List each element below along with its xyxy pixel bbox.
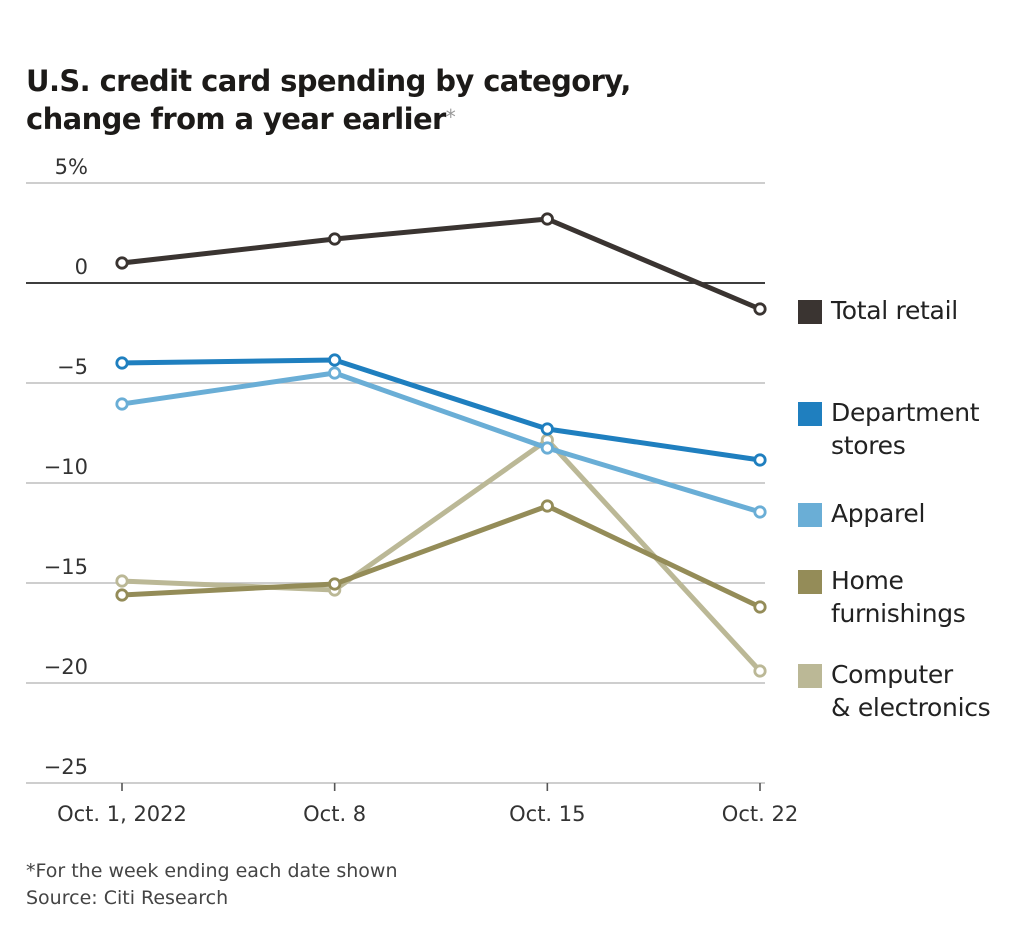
y-tick-label: −15 xyxy=(44,555,88,579)
legend-swatch xyxy=(798,570,822,594)
data-point-computer-electronics xyxy=(115,574,129,588)
legend-swatch xyxy=(798,664,822,688)
data-point-department-stores xyxy=(753,453,767,467)
legend-swatch xyxy=(798,300,822,324)
x-tick-label: Oct. 15 xyxy=(509,802,585,826)
series-lines xyxy=(115,212,767,678)
legend-label: Home furnishings xyxy=(831,566,966,628)
series-total-retail xyxy=(115,212,767,316)
gridlines xyxy=(26,182,765,784)
legend-swatch xyxy=(798,402,822,426)
series-home-furnishings xyxy=(115,499,767,614)
series-computer-electronics xyxy=(115,433,767,678)
data-point-department-stores xyxy=(540,422,554,436)
data-point-apparel xyxy=(115,397,129,411)
data-point-total-retail xyxy=(328,232,342,246)
legend-label: Apparel xyxy=(831,499,926,528)
data-point-department-stores xyxy=(328,353,342,367)
y-tick-label: −25 xyxy=(44,755,88,779)
chart-title-line-2-text: change from a year earlier xyxy=(26,102,446,136)
data-point-department-stores xyxy=(115,356,129,370)
x-tick-label: Oct. 8 xyxy=(303,802,366,826)
data-point-home-furnishings xyxy=(540,499,554,513)
data-point-home-furnishings xyxy=(753,600,767,614)
series-apparel xyxy=(115,366,767,519)
chart-title-line-1: U.S. credit card spending by category, xyxy=(26,64,631,98)
footnote: *For the week ending each date shown Sou… xyxy=(26,858,398,912)
y-axis-tick-labels: 5% 0 −5 −10 −15 −20 −25 xyxy=(44,155,88,779)
title-asterisk: * xyxy=(445,105,456,129)
chart-title-line-2: change from a year earlier* xyxy=(26,100,786,138)
data-point-apparel xyxy=(328,366,342,380)
series-line-computer-electronics xyxy=(119,437,763,674)
data-point-home-furnishings xyxy=(328,577,342,591)
x-tick-label: Oct. 1, 2022 xyxy=(57,802,187,826)
y-tick-label: 0 xyxy=(75,255,88,279)
y-tick-label: 5% xyxy=(55,155,88,179)
legend-swatch xyxy=(798,503,822,527)
legend-label: Total retail xyxy=(831,296,958,325)
chart-title: U.S. credit card spending by category, c… xyxy=(26,62,786,138)
data-point-total-retail xyxy=(115,256,129,270)
y-tick-label: −5 xyxy=(57,355,88,379)
data-point-apparel xyxy=(540,441,554,455)
data-point-total-retail xyxy=(540,212,554,226)
x-tick-label: Oct. 22 xyxy=(722,802,798,826)
legend-label: Computer & electronics xyxy=(831,660,991,722)
data-point-home-furnishings xyxy=(115,588,129,602)
series-line-apparel xyxy=(119,370,763,515)
data-point-total-retail xyxy=(753,302,767,316)
series-line-total-retail xyxy=(119,216,763,312)
x-axis: Oct. 1, 2022 Oct. 8 Oct. 15 Oct. 22 xyxy=(57,783,798,826)
y-tick-label: −10 xyxy=(44,455,88,479)
data-point-computer-electronics xyxy=(753,664,767,678)
legend-label: Department stores xyxy=(831,398,980,460)
series-line-department-stores xyxy=(119,357,763,463)
y-tick-label: −20 xyxy=(44,655,88,679)
series-line-home-furnishings xyxy=(119,503,763,610)
data-point-apparel xyxy=(753,505,767,519)
series-department-stores xyxy=(115,353,767,467)
source-note: Source: Citi Research xyxy=(26,887,229,909)
footnote-note: *For the week ending each date shown xyxy=(26,860,398,882)
